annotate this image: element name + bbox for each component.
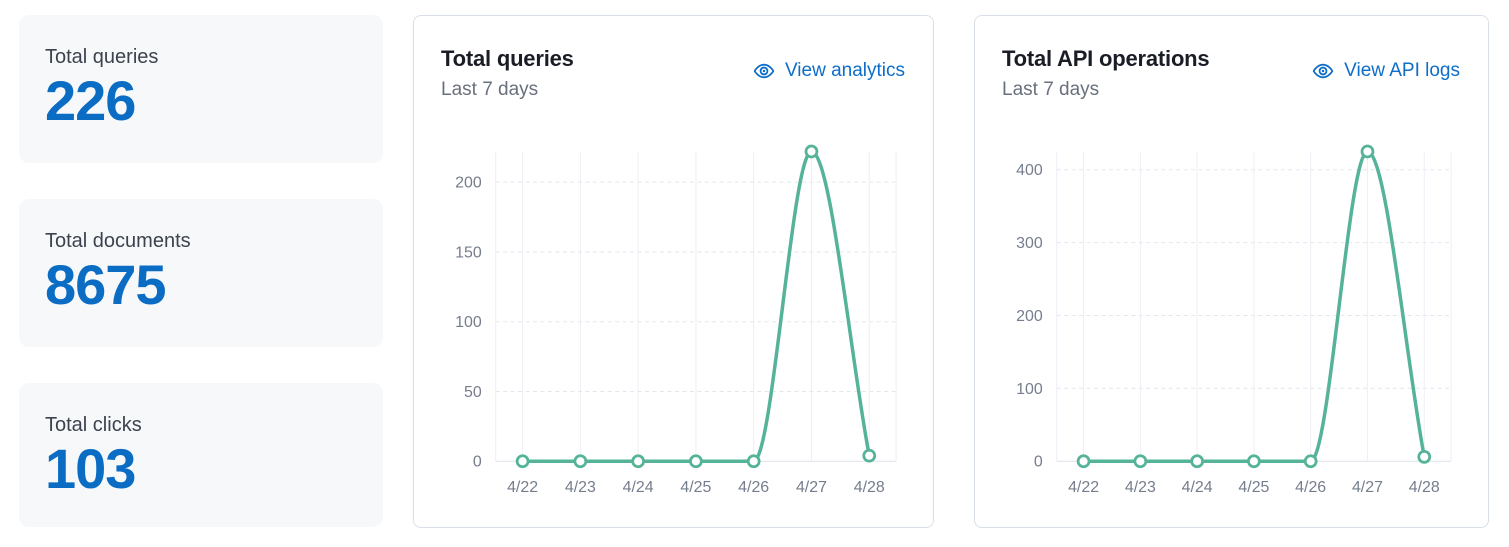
data-point-marker [1190,454,1204,469]
stat-label: Total clicks [45,414,142,436]
x-axis-tick-label: 4/23 [1125,479,1156,496]
x-axis-tick-label: 4/24 [623,479,654,496]
stat-value: 103 [45,437,136,500]
stat-label: Total queries [45,46,159,68]
chart-title: Total queries [441,46,574,71]
x-axis-tick-label: 4/25 [680,479,711,496]
data-point-marker [515,454,530,469]
data-point-marker [1076,454,1091,469]
chart-title-block: Total queries Last 7 days [441,46,574,101]
data-point-marker [804,144,819,159]
x-axis-tick-label: 4/25 [1238,479,1269,496]
x-axis-tick-label: 4/23 [565,479,596,496]
data-point-marker [573,454,588,469]
x-axis-tick-label: 4/24 [1182,479,1213,496]
stat-card-total-documents: Total documents 8675 [19,199,383,347]
chart-subtitle: Last 7 days [1002,79,1100,101]
chart-link-label: View analytics [784,60,905,81]
total-api-operations-line-chart: 0 100 200 300 400 4/22 4/23 4/24 4/25 4/26 4/27 4/2… [1016,144,1452,496]
chart-title-block: Total API operations Last 7 days [1002,46,1210,101]
x-axis-tick-label: 4/22 [1068,479,1099,496]
data-point-marker [689,454,703,469]
x-axis-tick-label: 4/28 [854,479,885,496]
x-axis-tick-label: 4/26 [738,479,769,496]
eye-icon [753,60,775,82]
y-axis-tick-label: 0 [473,454,482,471]
chart-link-label: View API logs [1344,60,1460,81]
y-axis-tick-label: 100 [1016,381,1043,398]
total-queries-line-chart: 0 50 100 150 200 4/22 4/23 4/24 4/25 4/26 4/27 4/28 [455,144,897,496]
data-point-marker [1360,144,1375,159]
y-axis-tick-label: 200 [1016,308,1043,325]
data-point-marker [1303,454,1318,469]
chart-header: Total queries Last 7 days View analytics [441,46,905,101]
eye-icon [1312,60,1334,82]
stat-value: 8675 [45,253,167,316]
total-queries-chart-card: Total queries Last 7 days View analytics… [413,15,934,528]
chart-subtitle: Last 7 days [441,79,539,101]
total-api-operations-chart-card: Total API operations Last 7 days View AP… [974,15,1489,528]
data-point-marker [1247,454,1261,469]
data-point-marker [631,454,645,469]
y-axis-tick-label: 400 [1016,162,1043,179]
stat-card-total-clicks: Total clicks 103 [19,383,383,527]
y-axis-tick-label: 50 [464,384,482,401]
y-axis-tick-label: 150 [455,244,482,261]
stat-label: Total documents [45,230,191,252]
data-point-marker [862,448,877,463]
data-point-marker [1133,454,1148,469]
y-axis-tick-label: 300 [1016,235,1043,252]
chart-title: Total API operations [1002,46,1210,71]
data-point-marker [746,454,761,469]
view-api-logs-link[interactable]: View API logs [1312,60,1460,82]
y-axis-tick-label: 200 [455,175,482,192]
x-axis-tick-label: 4/27 [1352,479,1383,496]
view-analytics-link[interactable]: View analytics [753,60,905,82]
x-axis-tick-label: 4/26 [1295,479,1326,496]
stat-value: 226 [45,69,136,132]
data-point-marker [1417,450,1432,464]
x-axis-tick-label: 4/22 [507,479,538,496]
y-axis-tick-label: 0 [1034,454,1043,471]
x-axis-tick-label: 4/28 [1409,479,1440,496]
y-axis-tick-label: 100 [455,314,482,331]
stat-card-total-queries: Total queries 226 [19,15,383,163]
x-axis-tick-label: 4/27 [796,479,827,496]
chart-header: Total API operations Last 7 days View AP… [1002,46,1460,101]
